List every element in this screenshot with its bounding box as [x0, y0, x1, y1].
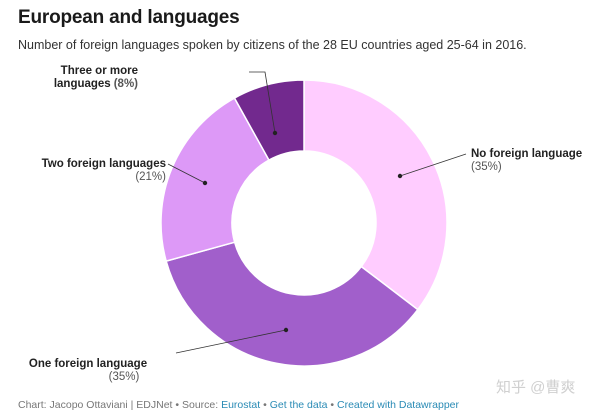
slice-label: No foreign language — [471, 148, 582, 160]
leader-dot — [397, 173, 403, 179]
leader-line — [175, 329, 287, 354]
donut-slice-1[interactable] — [303, 79, 448, 311]
slice-percent: (35%) — [109, 371, 140, 383]
slice-label: languages (8%) — [54, 78, 138, 90]
donut-slice-2[interactable] — [165, 241, 419, 367]
datawrapper-link[interactable]: Created with Datawrapper — [337, 399, 459, 411]
footer-separator: • — [260, 399, 270, 411]
leader-dot — [202, 180, 208, 186]
donut-slice-4[interactable] — [233, 79, 305, 162]
slice-percent: (21%) — [135, 171, 166, 183]
slice-percent: (35%) — [471, 161, 502, 173]
slice-label: Two foreign languages — [42, 158, 166, 170]
donut-slice-3[interactable] — [160, 97, 271, 263]
chart-subtitle: Number of foreign languages spoken by ci… — [18, 38, 527, 52]
chart-title: European and languages — [18, 7, 240, 28]
get-data-link[interactable]: Get the data — [269, 399, 328, 411]
watermark: 知乎 @曹爽 — [496, 379, 576, 396]
footer-credit: Chart: Jacopo Ottaviani | EDJNet • Sourc… — [18, 399, 222, 411]
chart-footer: Chart: Jacopo Ottaviani | EDJNet • Sourc… — [18, 399, 459, 411]
source-link[interactable]: Eurostat — [221, 399, 261, 411]
leader-dot — [283, 327, 289, 333]
slice-percent: (8%) — [114, 78, 138, 90]
footer-separator: • — [327, 399, 338, 411]
slice-label: One foreign language — [29, 358, 147, 370]
leader-dot — [272, 130, 278, 136]
leader-line — [249, 71, 276, 134]
leader-line — [167, 163, 206, 184]
leader-line — [399, 153, 467, 177]
slice-label: Three or more — [61, 65, 138, 77]
